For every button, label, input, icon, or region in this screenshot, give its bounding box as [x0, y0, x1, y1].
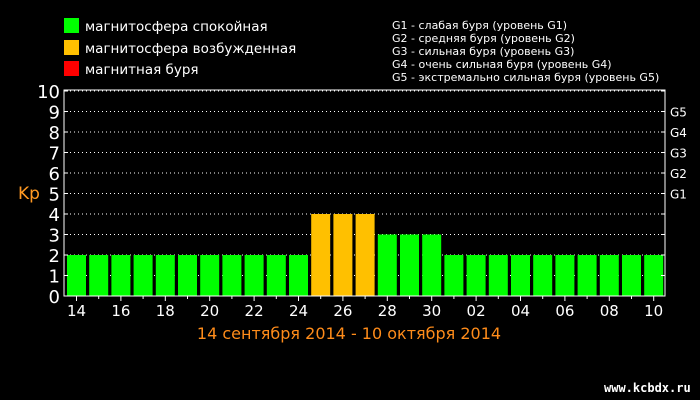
bar-21 [222, 255, 242, 296]
bar-17 [133, 255, 153, 296]
y-tick-label-8: 8 [49, 123, 60, 144]
y-tick-label-0: 0 [49, 287, 60, 308]
legend-swatch-active [64, 40, 79, 55]
bars [67, 214, 664, 296]
bar-28 [377, 234, 397, 296]
bar-18 [155, 255, 175, 296]
x-tick-label-10: 10 [644, 302, 663, 320]
bar-20 [200, 255, 220, 296]
bar-29 [400, 234, 419, 296]
plot-frame [63, 89, 666, 297]
x-tick-label-24: 24 [289, 302, 308, 320]
x-tick-label-08: 08 [600, 302, 619, 320]
bar-27 [355, 214, 375, 296]
y-tick-label-7: 7 [49, 144, 60, 165]
x-tick-label-06: 06 [555, 302, 574, 320]
legend: магнитосфера спокойная магнитосфера возб… [64, 18, 296, 78]
axes [63, 89, 666, 301]
site-watermark: www.kcbdx.ru [604, 381, 691, 395]
bar-05 [533, 255, 553, 296]
legend-swatch-storm [64, 61, 79, 76]
y-axis-label: Kp [18, 184, 40, 204]
x-tick-label-04: 04 [511, 302, 530, 320]
x-tick-label-14: 14 [67, 302, 86, 320]
bar-24 [289, 255, 308, 296]
storm-level-g4: G4 - очень сильная буря (уровень G4) [392, 58, 612, 71]
bar-06 [555, 255, 575, 296]
legend-label-storm: магнитная буря [85, 62, 199, 78]
y-tick-label-9: 9 [49, 103, 60, 124]
x-tick-label-30: 30 [422, 302, 441, 320]
x-ticks: 14 16 18 20 22 24 26 28 30 02 04 06 08 10 [67, 302, 663, 320]
y-tick-label-2: 2 [49, 246, 60, 267]
y-tick-label-3: 3 [49, 226, 60, 247]
bar-02 [466, 255, 486, 296]
bar-04 [511, 255, 530, 296]
x-tick-label-22: 22 [245, 302, 264, 320]
bar-22 [244, 255, 264, 296]
bar-08 [599, 255, 619, 296]
legend-label-quiet: магнитосфера спокойная [85, 19, 268, 35]
y-tick-label-4: 4 [49, 205, 60, 226]
x-tick-label-20: 20 [200, 302, 219, 320]
bar-19 [178, 255, 197, 296]
g-tick-label-g2: G2 [670, 167, 687, 181]
bar-26 [333, 214, 353, 296]
g-tick-label-g1: G1 [670, 188, 687, 202]
g-ticks: G1 G2 G3 G4 G5 [670, 106, 687, 202]
x-tick-label-02: 02 [467, 302, 486, 320]
g-tick-label-g5: G5 [670, 106, 687, 120]
bar-23 [266, 255, 286, 296]
bar-15 [89, 255, 109, 296]
storm-levels: G1 - слабая буря (уровень G1) G2 - средн… [392, 19, 659, 84]
bar-07 [577, 255, 597, 296]
y-tick-label-5: 5 [49, 185, 60, 206]
g-tick-label-g4: G4 [670, 126, 687, 140]
storm-level-g2: G2 - средняя буря (уровень G2) [392, 32, 575, 45]
bar-01 [444, 255, 464, 296]
g-tick-label-g3: G3 [670, 147, 687, 161]
x-tick-label-18: 18 [156, 302, 175, 320]
y-tick-label-1: 1 [49, 267, 60, 288]
x-tick-label-16: 16 [111, 302, 130, 320]
storm-level-g5: G5 - экстремально сильная буря (уровень … [392, 71, 659, 84]
y-tick-label-6: 6 [49, 164, 60, 185]
storm-level-g1: G1 - слабая буря (уровень G1) [392, 19, 567, 32]
bar-25 [311, 214, 331, 296]
storm-level-g3: G3 - сильная буря (уровень G3) [392, 45, 574, 58]
period-label: 14 сентября 2014 - 10 октября 2014 [197, 324, 501, 343]
bar-16 [111, 255, 131, 296]
legend-swatch-quiet [64, 18, 79, 33]
legend-label-active: магнитосфера возбужденная [85, 41, 296, 57]
x-tick-label-28: 28 [378, 302, 397, 320]
bar-10 [644, 255, 664, 296]
bar-03 [488, 255, 508, 296]
bar-30 [422, 234, 442, 296]
bar-09 [622, 255, 641, 296]
y-tick-label-10: 10 [37, 82, 60, 103]
bar-14 [67, 255, 86, 296]
x-tick-label-26: 26 [333, 302, 352, 320]
